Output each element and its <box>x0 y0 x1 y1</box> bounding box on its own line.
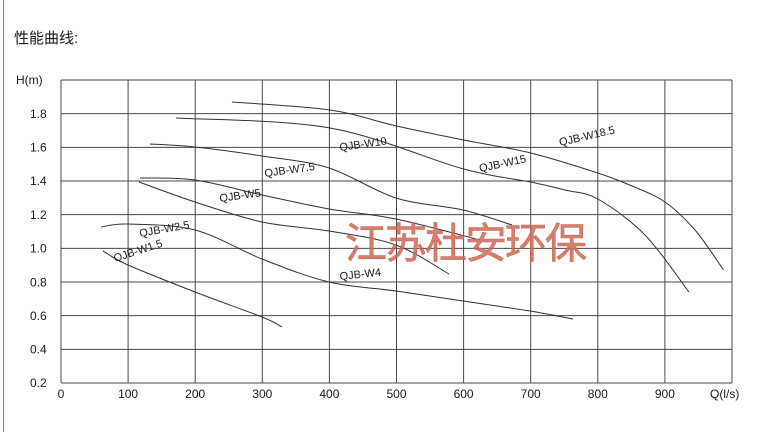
svg-text:400: 400 <box>319 387 339 401</box>
svg-text:500: 500 <box>386 387 406 401</box>
svg-text:QJB-W18.5: QJB-W18.5 <box>558 124 616 148</box>
svg-text:Q(l/s): Q(l/s) <box>710 387 739 401</box>
svg-text:800: 800 <box>588 387 608 401</box>
svg-text:0.4: 0.4 <box>30 343 47 357</box>
svg-text:1.2: 1.2 <box>30 208 47 222</box>
svg-text:QJB-W2.5: QJB-W2.5 <box>138 219 190 240</box>
svg-text:1.4: 1.4 <box>30 174 47 188</box>
svg-text:QJB-W7.5: QJB-W7.5 <box>264 161 316 180</box>
svg-text:1.6: 1.6 <box>30 141 47 155</box>
svg-text:QJB-W5: QJB-W5 <box>219 187 262 205</box>
svg-text:QJB-W1.5: QJB-W1.5 <box>112 238 164 265</box>
svg-text:QJB-W15: QJB-W15 <box>478 153 527 175</box>
svg-text:1.8: 1.8 <box>30 107 47 121</box>
svg-text:QJB-W10: QJB-W10 <box>339 135 388 154</box>
svg-text:0: 0 <box>58 387 65 401</box>
svg-text:700: 700 <box>521 387 541 401</box>
svg-text:1.0: 1.0 <box>30 242 47 256</box>
svg-text:100: 100 <box>118 387 138 401</box>
svg-text:0.8: 0.8 <box>30 276 47 290</box>
svg-text:QJB-W4: QJB-W4 <box>339 267 382 283</box>
svg-text:H(m): H(m) <box>16 73 43 87</box>
svg-text:300: 300 <box>252 387 272 401</box>
svg-text:0.6: 0.6 <box>30 309 47 323</box>
svg-text:江苏杜安环保: 江苏杜安环保 <box>345 220 587 267</box>
svg-text:900: 900 <box>655 387 675 401</box>
svg-text:200: 200 <box>185 387 205 401</box>
svg-text:0.2: 0.2 <box>30 376 47 390</box>
svg-text:600: 600 <box>454 387 474 401</box>
